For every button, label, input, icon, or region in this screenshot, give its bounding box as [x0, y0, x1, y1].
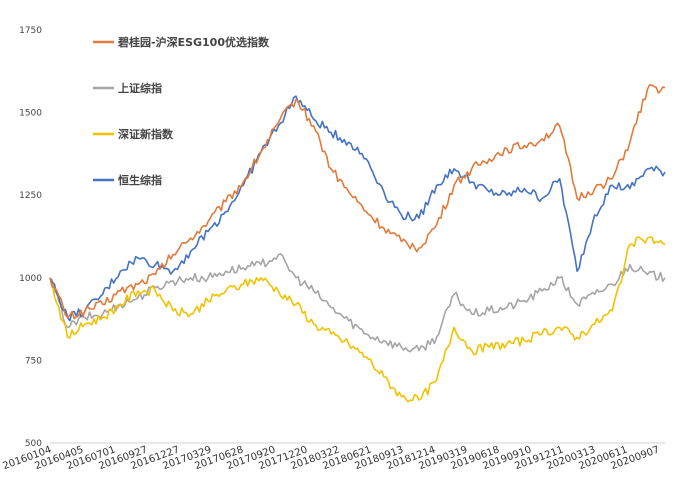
y-tick-label: 1000	[19, 274, 42, 284]
y-tick-label: 1750	[19, 26, 42, 36]
series-line-esg100	[49, 84, 666, 320]
legend-item-sse: 上证综指	[93, 81, 162, 95]
legend-label-hsci: 恒生综指	[118, 173, 162, 187]
y-axis: 500 750 1000 1250 1500 1750	[19, 26, 42, 449]
legend-item-szse: 深证新指数	[93, 127, 174, 141]
legend-label-szse: 深证新指数	[118, 127, 174, 141]
y-tick-label: 750	[25, 356, 42, 366]
legend: 碧桂园-沪深ESG100优选指数 上证综指 深证新指数 恒生综指	[93, 35, 270, 187]
series-line-hsci	[49, 95, 666, 322]
legend-label-sse: 上证综指	[118, 81, 162, 95]
series-line-szse	[49, 236, 666, 403]
legend-item-hsci: 恒生综指	[93, 173, 162, 187]
y-tick-label: 500	[25, 439, 42, 449]
x-axis: 2016010420160405201607012016092720161227…	[1, 442, 665, 472]
legend-label-esg100: 碧桂园-沪深ESG100优选指数	[117, 35, 270, 49]
series-line-sse	[49, 253, 666, 353]
y-tick-label: 1250	[19, 191, 42, 201]
legend-item-esg100: 碧桂园-沪深ESG100优选指数	[93, 35, 270, 49]
series-layer	[49, 84, 666, 403]
y-tick-label: 1500	[19, 109, 42, 119]
